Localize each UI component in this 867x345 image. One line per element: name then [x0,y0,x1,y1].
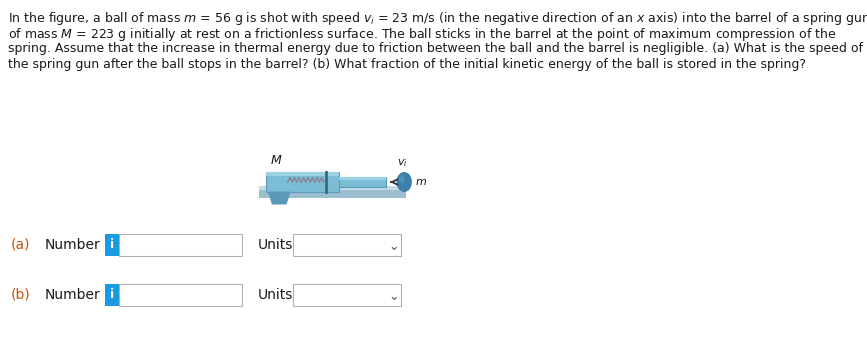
Text: (a): (a) [10,238,30,252]
Text: Number: Number [45,288,101,302]
FancyBboxPatch shape [105,284,119,306]
Text: (b): (b) [10,288,30,302]
Circle shape [399,175,405,183]
FancyBboxPatch shape [119,284,242,306]
Text: $m$: $m$ [415,177,427,187]
Bar [339,177,386,187]
Text: the spring gun after the ball stops in the barrel? (b) What fraction of the init: the spring gun after the ball stops in t… [8,58,805,71]
Text: $M$: $M$ [270,154,283,167]
Bar [259,186,406,190]
Polygon shape [269,192,290,204]
Text: spring. Assume that the increase in thermal energy due to friction between the b: spring. Assume that the increase in ther… [8,42,863,55]
Text: of mass $M$ = 223 g initially at rest on a frictionless surface. The ball sticks: of mass $M$ = 223 g initially at rest on… [8,26,836,43]
FancyBboxPatch shape [105,234,119,256]
Text: ⌄: ⌄ [388,239,399,253]
Bar [339,177,386,180]
FancyBboxPatch shape [293,284,401,306]
Bar [266,172,339,192]
Text: i: i [110,238,114,252]
Circle shape [396,172,412,192]
Text: ⌄: ⌄ [388,289,399,303]
Text: $v_i$: $v_i$ [396,157,407,169]
Bar [259,190,406,198]
Text: Number: Number [45,238,101,252]
FancyBboxPatch shape [293,234,401,256]
FancyBboxPatch shape [119,234,242,256]
Bar [266,172,339,176]
Text: i: i [110,288,114,302]
Text: Units: Units [257,288,293,302]
Text: Units: Units [257,238,293,252]
Text: In the figure, a ball of mass $m$ = 56 g is shot with speed $v_i$ = 23 m/s (in t: In the figure, a ball of mass $m$ = 56 g… [8,10,867,27]
